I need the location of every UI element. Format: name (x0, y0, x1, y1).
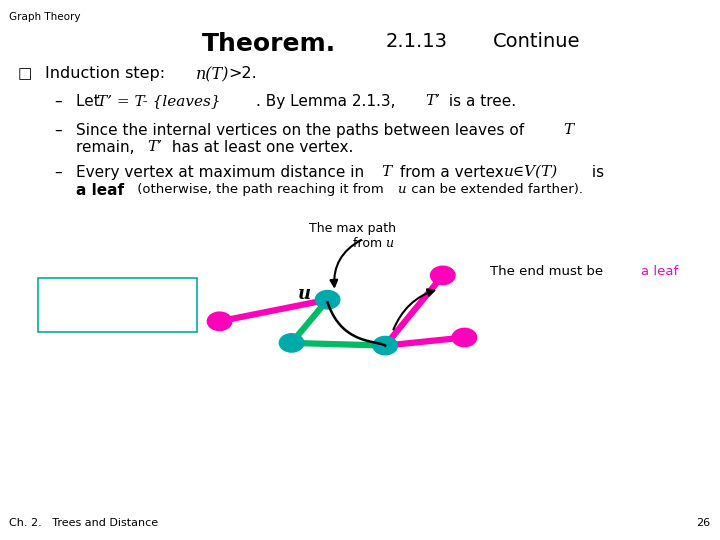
Text: u∈V(T): u∈V(T) (504, 165, 558, 179)
Text: Theorem.: Theorem. (202, 32, 336, 56)
Text: 26: 26 (696, 518, 711, 528)
Text: . By Lemma 2.1.3,: . By Lemma 2.1.3, (256, 94, 400, 109)
Text: can be extended farther).: can be extended farther). (407, 183, 582, 196)
Text: T =: T = (49, 287, 78, 301)
Text: Since the internal vertices on the paths between leaves of: Since the internal vertices on the paths… (76, 123, 528, 138)
Circle shape (207, 312, 232, 330)
Text: T’ = T- {leaves}: T’ = T- {leaves} (97, 94, 221, 108)
Text: –: – (54, 94, 62, 109)
Text: T: T (382, 165, 392, 179)
Circle shape (431, 266, 455, 285)
Text: Green: Green (86, 310, 128, 325)
Text: is a tree.: is a tree. (444, 94, 516, 109)
Text: Ch. 2.   Trees and Distance: Ch. 2. Trees and Distance (9, 518, 158, 528)
Text: □: □ (18, 66, 32, 81)
Text: u: u (298, 285, 311, 303)
Circle shape (315, 291, 340, 309)
Circle shape (452, 328, 477, 347)
Text: remain,: remain, (76, 140, 139, 156)
Text: 2.1.13: 2.1.13 (385, 32, 447, 51)
Text: –: – (54, 165, 62, 180)
Text: a leaf: a leaf (641, 265, 678, 278)
Text: n(T): n(T) (196, 66, 229, 83)
Text: Graph Theory: Graph Theory (9, 12, 81, 22)
Text: u: u (397, 183, 406, 196)
Text: ∪: ∪ (130, 287, 149, 301)
Text: T’: T’ (425, 94, 440, 108)
Text: –: – (54, 123, 62, 138)
Text: Let: Let (76, 94, 104, 109)
Text: is: is (587, 165, 604, 180)
Text: The max path: The max path (310, 222, 396, 235)
Text: Induction step:: Induction step: (45, 66, 170, 81)
Text: >2.: >2. (228, 66, 257, 81)
Text: from a vertex: from a vertex (395, 165, 508, 180)
Text: u: u (385, 237, 393, 249)
Text: T' =: T' = (49, 310, 81, 325)
Text: Every vertex at maximum distance in: Every vertex at maximum distance in (76, 165, 369, 180)
Text: Pink: Pink (146, 287, 175, 301)
FancyBboxPatch shape (38, 278, 197, 332)
Text: T’: T’ (148, 140, 163, 154)
Text: from: from (353, 237, 386, 249)
Text: (otherwise, the path reaching it from: (otherwise, the path reaching it from (133, 183, 388, 196)
Text: Green: Green (81, 287, 123, 301)
Text: Continue: Continue (493, 32, 581, 51)
Circle shape (279, 334, 304, 352)
Text: T: T (563, 123, 573, 137)
Text: The end must be: The end must be (490, 265, 607, 278)
Text: has at least one vertex.: has at least one vertex. (167, 140, 354, 156)
Circle shape (373, 336, 397, 355)
Text: a leaf: a leaf (76, 183, 124, 198)
